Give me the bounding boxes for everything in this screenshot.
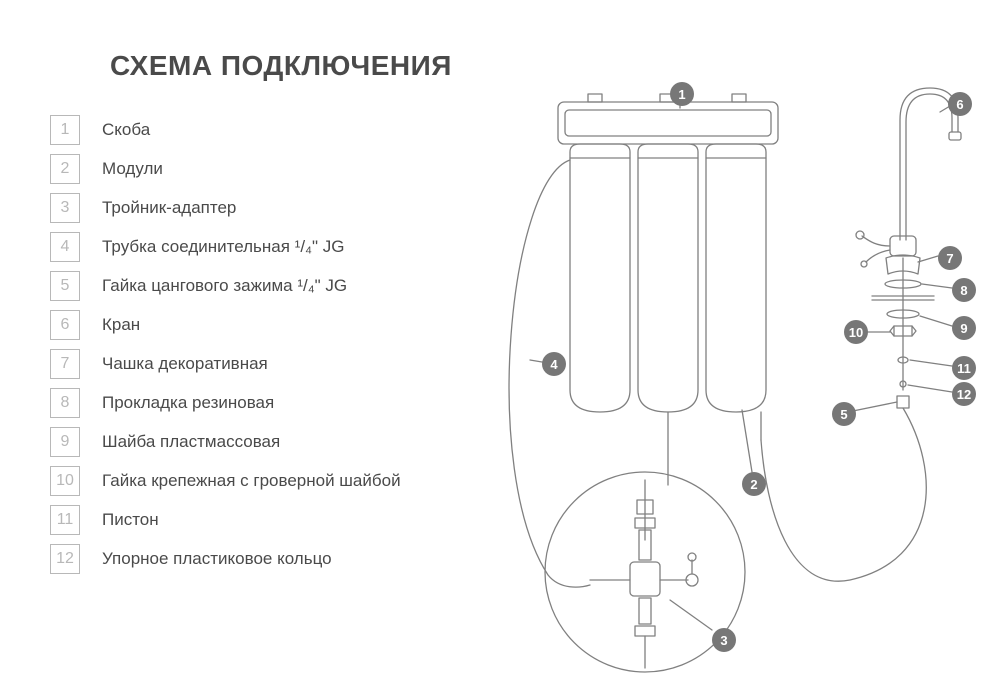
legend-label: Скоба — [102, 120, 150, 140]
callout-3: 3 — [712, 628, 736, 652]
legend-label: Кран — [102, 315, 140, 335]
callout-9: 9 — [952, 316, 976, 340]
callout-8: 8 — [952, 278, 976, 302]
legend-num: 7 — [50, 349, 80, 379]
callout-6: 6 — [948, 92, 972, 116]
legend-num: 9 — [50, 427, 80, 457]
legend-label: Шайба пластмассовая — [102, 432, 280, 452]
connection-diagram: 1 2 3 4 5 6 7 8 9 10 11 12 — [470, 40, 990, 680]
callout-12: 12 — [952, 382, 976, 406]
legend-row-12: 12 Упорное пластиковое кольцо — [50, 544, 401, 574]
legend: 1 Скоба 2 Модули 3 Тройник-адаптер 4 Тру… — [50, 115, 401, 583]
legend-num: 11 — [50, 505, 80, 535]
legend-num: 4 — [50, 232, 80, 262]
legend-row-6: 6 Кран — [50, 310, 401, 340]
legend-row-8: 8 Прокладка резиновая — [50, 388, 401, 418]
legend-num: 5 — [50, 271, 80, 301]
legend-label: Чашка декоративная — [102, 354, 268, 374]
legend-row-9: 9 Шайба пластмассовая — [50, 427, 401, 457]
legend-label: Пистон — [102, 510, 159, 530]
legend-row-3: 3 Тройник-адаптер — [50, 193, 401, 223]
legend-num: 3 — [50, 193, 80, 223]
legend-row-11: 11 Пистон — [50, 505, 401, 535]
legend-label: Прокладка резиновая — [102, 393, 274, 413]
legend-label: Гайка крепежная с гроверной шайбой — [102, 471, 401, 491]
callout-2: 2 — [742, 472, 766, 496]
legend-label: Упорное пластиковое кольцо — [102, 549, 332, 569]
legend-label: Тройник-адаптер — [102, 198, 236, 218]
callout-7: 7 — [938, 246, 962, 270]
legend-num: 10 — [50, 466, 80, 496]
callout-11: 11 — [952, 356, 976, 380]
legend-label: Гайка цангового зажима ¹/₄" JG — [102, 276, 347, 296]
legend-row-1: 1 Скоба — [50, 115, 401, 145]
legend-num: 12 — [50, 544, 80, 574]
callout-1: 1 — [670, 82, 694, 106]
callout-4: 4 — [542, 352, 566, 376]
legend-row-5: 5 Гайка цангового зажима ¹/₄" JG — [50, 271, 401, 301]
legend-num: 6 — [50, 310, 80, 340]
legend-row-2: 2 Модули — [50, 154, 401, 184]
callout-10: 10 — [844, 320, 868, 344]
legend-num: 1 — [50, 115, 80, 145]
legend-row-7: 7 Чашка декоративная — [50, 349, 401, 379]
callout-5: 5 — [832, 402, 856, 426]
legend-label: Трубка соединительная ¹/₄" JG — [102, 237, 344, 257]
legend-label: Модули — [102, 159, 163, 179]
legend-row-10: 10 Гайка крепежная с гроверной шайбой — [50, 466, 401, 496]
legend-row-4: 4 Трубка соединительная ¹/₄" JG — [50, 232, 401, 262]
page-title: СХЕМА ПОДКЛЮЧЕНИЯ — [110, 50, 452, 82]
legend-num: 2 — [50, 154, 80, 184]
legend-num: 8 — [50, 388, 80, 418]
